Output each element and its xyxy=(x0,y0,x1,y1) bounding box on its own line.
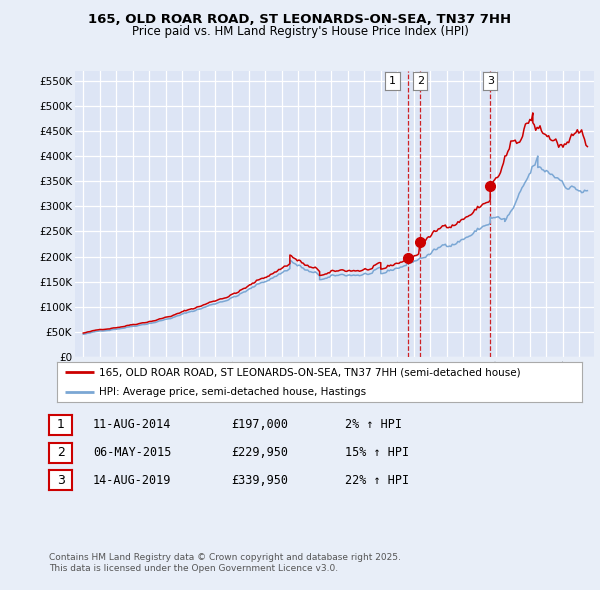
Text: This data is licensed under the Open Government Licence v3.0.: This data is licensed under the Open Gov… xyxy=(49,565,338,573)
Text: Contains HM Land Registry data © Crown copyright and database right 2025.: Contains HM Land Registry data © Crown c… xyxy=(49,553,401,562)
Text: 2% ↑ HPI: 2% ↑ HPI xyxy=(345,418,402,431)
Text: Price paid vs. HM Land Registry's House Price Index (HPI): Price paid vs. HM Land Registry's House … xyxy=(131,25,469,38)
Text: £197,000: £197,000 xyxy=(231,418,288,431)
Text: 165, OLD ROAR ROAD, ST LEONARDS-ON-SEA, TN37 7HH (semi-detached house): 165, OLD ROAR ROAD, ST LEONARDS-ON-SEA, … xyxy=(99,368,521,377)
Text: HPI: Average price, semi-detached house, Hastings: HPI: Average price, semi-detached house,… xyxy=(99,388,366,397)
Text: 165, OLD ROAR ROAD, ST LEONARDS-ON-SEA, TN37 7HH: 165, OLD ROAR ROAD, ST LEONARDS-ON-SEA, … xyxy=(88,13,512,26)
Text: 11-AUG-2014: 11-AUG-2014 xyxy=(93,418,172,431)
Text: 1: 1 xyxy=(389,76,396,86)
Text: 3: 3 xyxy=(487,76,494,86)
Text: 3: 3 xyxy=(56,474,65,487)
Text: 06-MAY-2015: 06-MAY-2015 xyxy=(93,446,172,459)
Text: £339,950: £339,950 xyxy=(231,474,288,487)
Text: 2: 2 xyxy=(416,76,424,86)
Text: 14-AUG-2019: 14-AUG-2019 xyxy=(93,474,172,487)
Text: 2: 2 xyxy=(56,446,65,459)
Text: 22% ↑ HPI: 22% ↑ HPI xyxy=(345,474,409,487)
Text: 1: 1 xyxy=(56,418,65,431)
Text: 15% ↑ HPI: 15% ↑ HPI xyxy=(345,446,409,459)
Text: £229,950: £229,950 xyxy=(231,446,288,459)
